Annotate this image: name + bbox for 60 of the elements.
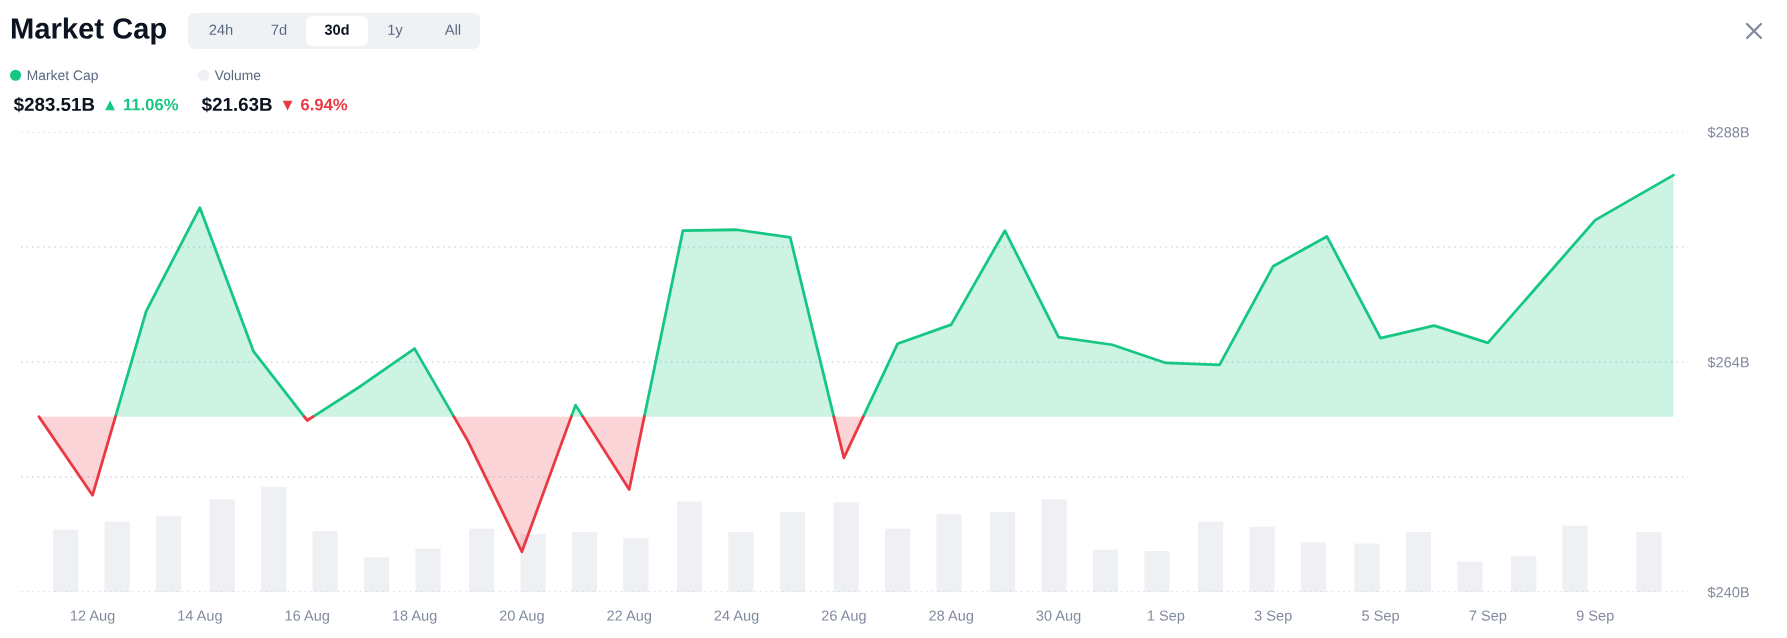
bar bbox=[779, 511, 806, 592]
bar bbox=[1300, 542, 1327, 592]
x-tick-label: 26 Aug bbox=[821, 610, 866, 624]
x-tick-label: 20 Aug bbox=[499, 610, 544, 624]
bar bbox=[1405, 531, 1432, 592]
text: All bbox=[444, 24, 461, 35]
bar bbox=[53, 529, 79, 592]
bar bbox=[1354, 543, 1380, 592]
legend-label: Market Cap bbox=[27, 70, 98, 83]
legend-label: Volume bbox=[214, 70, 261, 81]
bar bbox=[936, 514, 962, 592]
x-tick-label: 24 Aug bbox=[714, 610, 759, 624]
x-tick-label: 12 Aug bbox=[70, 610, 115, 624]
bar bbox=[623, 538, 649, 592]
bar bbox=[155, 516, 182, 592]
bar bbox=[1249, 526, 1275, 592]
bar bbox=[728, 531, 754, 592]
bar bbox=[469, 528, 495, 592]
y-tick-label: $240B bbox=[1707, 586, 1749, 599]
x-tick-label: 28 Aug bbox=[929, 610, 973, 624]
bar bbox=[1041, 499, 1067, 592]
bar bbox=[884, 528, 911, 592]
bar bbox=[1511, 556, 1537, 592]
bar bbox=[209, 499, 235, 592]
y-tick-label: $288B bbox=[1707, 126, 1749, 139]
y-tick-label: $264B bbox=[1707, 356, 1749, 369]
x-tick-label: 30 Aug bbox=[1036, 610, 1081, 624]
bar bbox=[833, 502, 859, 592]
text: $21.63B bbox=[201, 96, 272, 113]
bar bbox=[1144, 550, 1170, 592]
text: 1y bbox=[388, 24, 403, 38]
bar bbox=[104, 521, 130, 592]
text: 24h bbox=[209, 24, 233, 35]
bar bbox=[1562, 525, 1588, 592]
x-tick-label: 22 Aug bbox=[607, 610, 651, 624]
x-tick-label: 9 Sep bbox=[1576, 610, 1614, 624]
text: $283.51B bbox=[13, 96, 95, 113]
bar bbox=[676, 501, 703, 592]
bar bbox=[571, 531, 598, 592]
chart-title: Market Cap bbox=[11, 17, 167, 45]
bar bbox=[261, 486, 287, 592]
bar bbox=[520, 534, 546, 592]
text: ▲ 11.06% bbox=[105, 98, 179, 111]
x-tick-label: 7 Sep bbox=[1469, 610, 1507, 624]
text: ▼ 6.94% bbox=[282, 98, 348, 111]
text: 30d bbox=[324, 24, 349, 35]
x-tick-label: 14 Aug bbox=[178, 610, 222, 624]
x-tick-label: 18 Aug bbox=[392, 610, 437, 624]
bar bbox=[1092, 549, 1119, 592]
x-tick-label: 1 Sep bbox=[1147, 610, 1185, 624]
bar bbox=[990, 511, 1016, 592]
bar bbox=[415, 548, 441, 592]
bar bbox=[312, 530, 338, 592]
bar bbox=[1457, 561, 1483, 592]
x-tick-label: 5 Sep bbox=[1362, 610, 1399, 624]
bar bbox=[363, 557, 390, 592]
bar bbox=[1197, 521, 1224, 592]
x-tick-label: 16 Aug bbox=[285, 610, 329, 624]
x-tick-label: 3 Sep bbox=[1254, 610, 1292, 624]
text: 7d bbox=[271, 24, 287, 35]
